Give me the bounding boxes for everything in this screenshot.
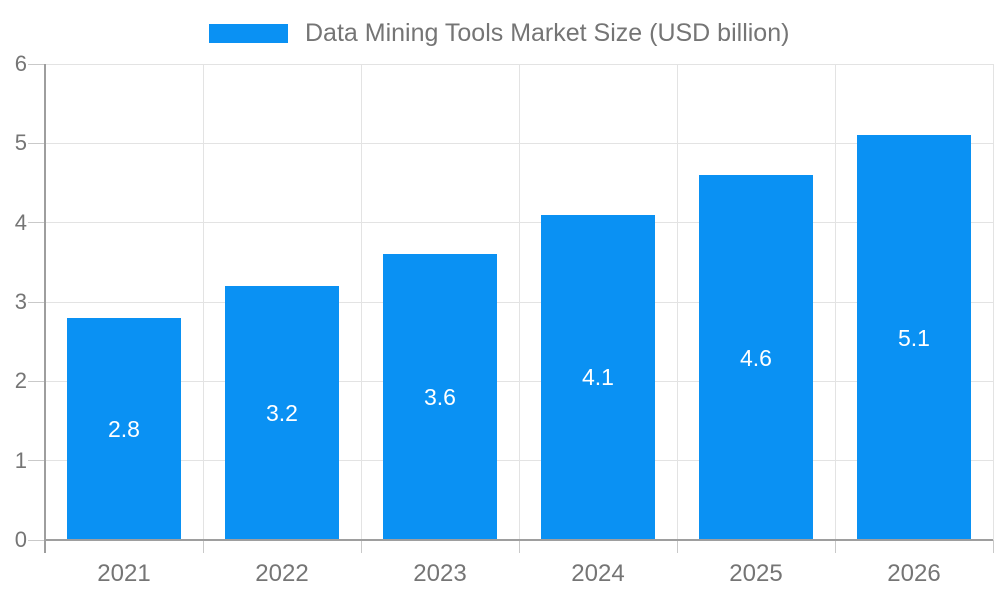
- v-gridline: [518, 64, 520, 540]
- y-axis-tick: [28, 222, 45, 224]
- x-axis-label: 2021: [97, 560, 151, 587]
- x-axis-tick: [676, 540, 678, 553]
- legend-color-swatch: [209, 24, 288, 43]
- y-axis-tick: [28, 539, 45, 541]
- x-axis-tick: [360, 540, 362, 553]
- v-gridline: [360, 64, 362, 540]
- x-axis-label: 2024: [571, 560, 625, 587]
- bar-value-label: 2.8: [108, 415, 140, 442]
- y-axis-line: [44, 64, 46, 553]
- y-axis-label: 5: [14, 130, 27, 156]
- bar-value-label: 5.1: [898, 324, 930, 351]
- y-axis-label: 1: [14, 447, 27, 473]
- legend-series-label: Data Mining Tools Market Size (USD billi…: [305, 19, 790, 47]
- x-axis-tick: [834, 540, 836, 553]
- x-axis-label: 2023: [413, 560, 467, 587]
- y-axis-tick: [28, 460, 45, 462]
- x-axis-tick: [202, 540, 204, 553]
- bar-2026[interactable]: [857, 135, 971, 540]
- x-axis-line: [45, 539, 993, 541]
- x-axis-label: 2026: [887, 560, 941, 587]
- y-axis-label: 4: [14, 209, 27, 235]
- x-axis-label: 2025: [729, 560, 783, 587]
- y-axis-tick: [28, 301, 45, 303]
- y-axis-tick: [28, 380, 45, 382]
- bar-value-label: 4.6: [740, 344, 772, 371]
- v-gridline: [834, 64, 836, 540]
- bar-value-label: 3.6: [424, 384, 456, 411]
- bar-value-label: 4.1: [582, 364, 614, 391]
- bar-value-label: 3.2: [266, 400, 298, 427]
- x-axis-tick: [518, 540, 520, 553]
- y-axis-label: 3: [14, 289, 27, 314]
- x-axis-label: 2022: [255, 560, 309, 587]
- v-gridline: [992, 64, 994, 540]
- bar-2024[interactable]: [541, 214, 655, 540]
- bar-2022[interactable]: [225, 286, 339, 540]
- chart-legend: Data Mining Tools Market Size (USD billi…: [209, 19, 789, 48]
- y-axis-label: 2: [14, 368, 27, 394]
- bar-2025[interactable]: [699, 175, 813, 540]
- v-gridline: [202, 64, 204, 540]
- y-axis-label: 0: [14, 527, 27, 552]
- bar-2023[interactable]: [383, 254, 497, 540]
- y-axis-tick: [28, 63, 45, 65]
- y-axis-tick: [28, 142, 45, 144]
- bar-2021[interactable]: [67, 317, 181, 540]
- y-axis-label: 6: [14, 51, 27, 76]
- v-gridline: [676, 64, 678, 540]
- x-axis-tick: [992, 540, 994, 553]
